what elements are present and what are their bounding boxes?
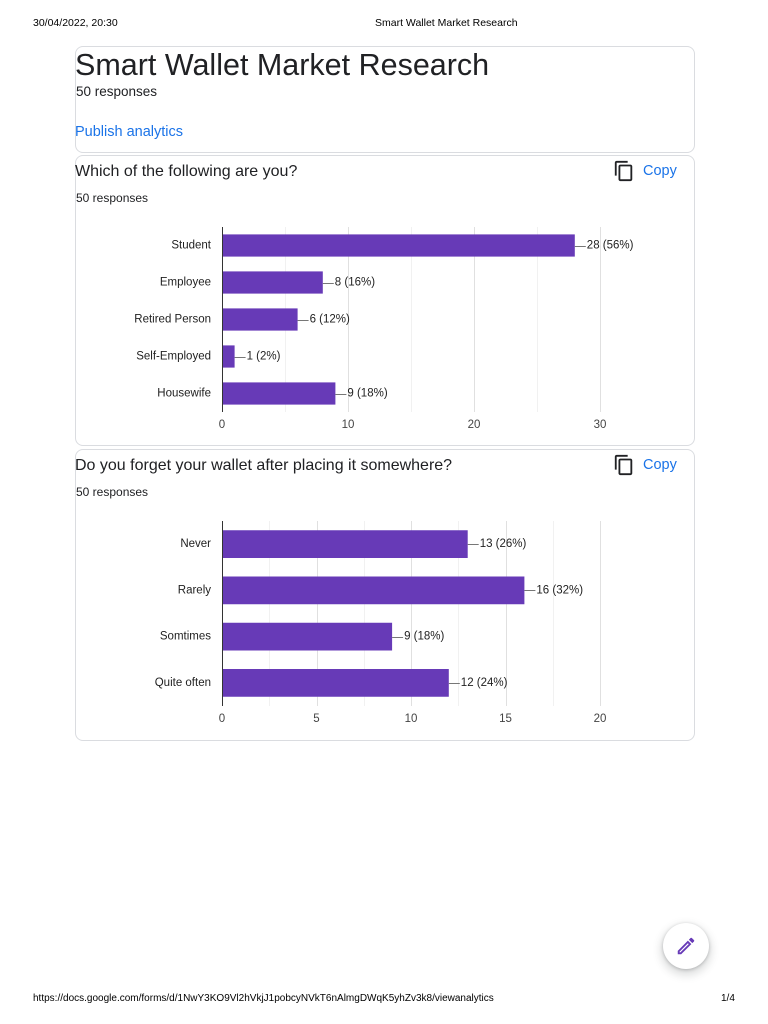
question-title: Which of the following are you? [75, 163, 298, 180]
x-tick-label: 20 [468, 419, 481, 431]
summary-card: Smart Wallet Market Research 50 response… [75, 46, 695, 153]
total-responses: 50 responses [76, 84, 158, 99]
data-label: 1 (2%) [247, 351, 281, 363]
x-tick-label: 10 [342, 419, 355, 431]
x-tick-label: 0 [219, 713, 225, 725]
bar [222, 576, 525, 605]
copy-chart-button[interactable]: Copy [613, 160, 677, 182]
x-tick-label: 20 [594, 713, 607, 725]
bar [222, 669, 449, 697]
data-label: 9 (18%) [404, 631, 444, 643]
bar [222, 271, 323, 294]
data-label: 13 (26%) [480, 538, 527, 550]
bar [222, 382, 336, 405]
category-label: Never [180, 538, 211, 550]
bar-series [222, 234, 575, 405]
data-label: 16 (32%) [536, 584, 583, 596]
data-label: 12 (24%) [461, 677, 508, 689]
form-title: Smart Wallet Market Research [75, 48, 490, 82]
question-responses: 50 responses [76, 191, 149, 205]
copy-chart-button[interactable]: Copy [613, 454, 677, 476]
bar [222, 530, 468, 558]
publish-analytics-link[interactable]: Publish analytics [75, 124, 183, 140]
gridlines [285, 227, 601, 412]
copy-icon [613, 160, 635, 182]
question-card-1: Which of the following are you? Copy 50 … [75, 155, 695, 446]
x-tick-label: 30 [594, 419, 607, 431]
print-header-datetime: 30/04/2022, 20:30 [33, 17, 118, 29]
bar [222, 308, 298, 331]
copy-icon [613, 454, 635, 476]
category-label: Student [171, 240, 211, 252]
x-tick-label: 0 [219, 419, 225, 431]
x-tick-label: 15 [499, 713, 512, 725]
category-label: Rarely [178, 584, 211, 596]
data-label: 6 (12%) [310, 314, 350, 326]
category-label: Employee [160, 277, 211, 289]
data-label: 28 (56%) [587, 240, 634, 252]
question-title: Do you forget your wallet after placing … [75, 457, 453, 474]
question-responses: 50 responses [76, 485, 149, 499]
category-label: Self-Employed [136, 351, 211, 363]
edit-form-button[interactable] [663, 923, 709, 969]
question-card-2: Do you forget your wallet after placing … [75, 449, 695, 741]
bar [222, 622, 393, 651]
print-footer-page-number: 1/4 [721, 993, 735, 1004]
category-label: Quite often [155, 677, 211, 689]
copy-button-label: Copy [643, 163, 677, 179]
bar [222, 234, 575, 257]
print-header-title: Smart Wallet Market Research [375, 17, 518, 29]
print-footer-url: https://docs.google.com/forms/d/1NwY3KO9… [33, 993, 494, 1004]
pencil-icon [675, 935, 697, 957]
x-tick-label: 5 [313, 713, 319, 725]
copy-button-label: Copy [643, 457, 677, 473]
category-label: Somtimes [160, 631, 211, 643]
data-label: 9 (18%) [347, 388, 387, 400]
data-label: 8 (16%) [335, 277, 375, 289]
x-tick-label: 10 [405, 713, 418, 725]
bar-chart: 0 10 20 30 Student 28 (56%) Employee 8 (16%) Ret… [134, 227, 634, 431]
bar [222, 345, 235, 368]
category-label: Housewife [157, 388, 211, 400]
category-label: Retired Person [134, 314, 211, 326]
bar-series [222, 530, 525, 697]
bar-chart: 0 5 10 15 20 Never 13 (26%) Rarely 16 (32%) Somti… [155, 521, 607, 725]
